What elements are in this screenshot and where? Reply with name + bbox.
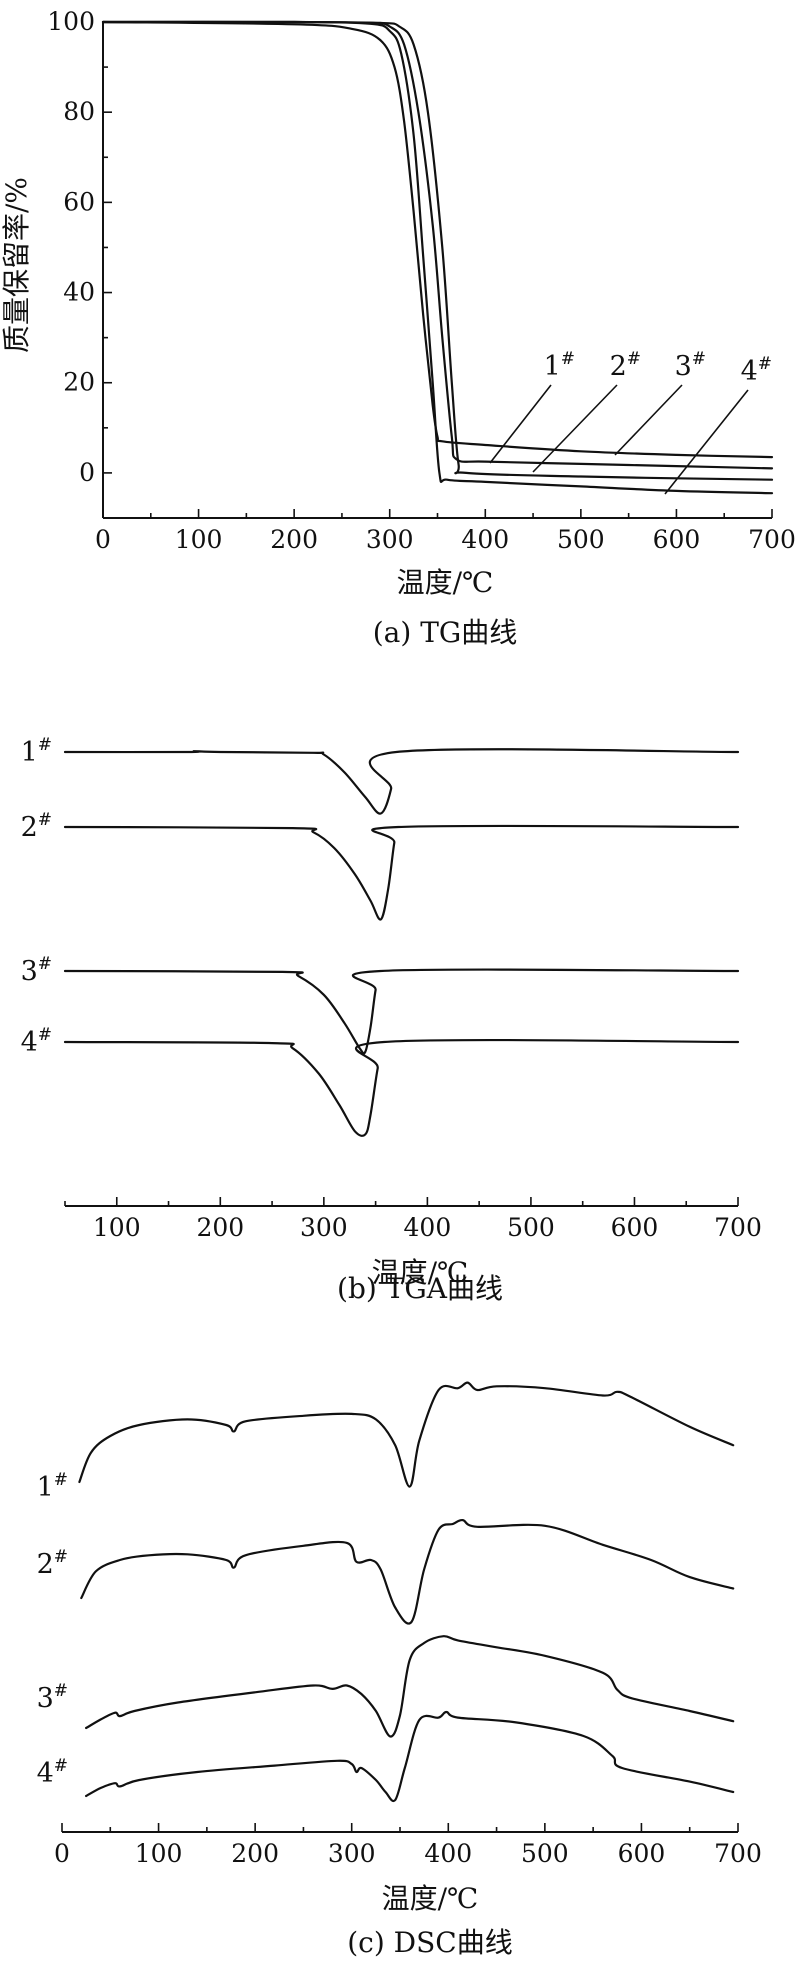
tga-series-label-1: 1# (21, 735, 52, 768)
tg-x-tick-label: 600 (653, 525, 701, 554)
tg-caption: (a) TG曲线 (373, 616, 518, 649)
tg-x-axis-label: 温度/℃ (397, 566, 494, 599)
tg-x-tick-label: 700 (748, 525, 796, 554)
tga-caption: (b) TGA曲线 (337, 1272, 503, 1305)
tga-series-1-line (63, 748, 740, 815)
tga-series-label-3: 3# (21, 954, 52, 987)
dsc-series-1-line (78, 1381, 735, 1488)
tg-y-axis-label: 质量保留率/% (0, 177, 33, 353)
dsc-series-4-line (85, 1710, 735, 1803)
tg-series-label-2: 2# (610, 349, 641, 382)
tg-y-tick-label: 40 (63, 278, 95, 307)
tg-label-leader-1 (489, 384, 552, 464)
dsc-chart: 0 100 200 300 400 500 600 700 1# 2# 3# 4# 温度/℃ (c)… (37, 1381, 762, 1959)
tga-series-4-line (63, 1038, 740, 1137)
tg-y-tick-label: 0 (79, 458, 95, 487)
tg-series-2-line (101, 20, 774, 470)
tga-chart-panel: 100 200 300 400 500 600 700 1# 2# 3# 4# 温度/℃ (b) … (0, 660, 800, 1310)
tga-x-tick-label: 100 (93, 1213, 141, 1242)
tga-x-tick-label: 300 (300, 1213, 348, 1242)
tg-series-label-1: 1# (544, 349, 575, 382)
tg-x-tick-label: 0 (95, 525, 111, 554)
dsc-series-label-2: 2# (37, 1547, 68, 1580)
dsc-x-tick-label: 700 (714, 1839, 762, 1868)
tg-series-1-line (101, 20, 774, 459)
tga-x-tick-label: 700 (714, 1213, 762, 1242)
dsc-chart-panel: 0 100 200 300 400 500 600 700 1# 2# 3# 4# 温度/℃ (c)… (0, 1310, 800, 1963)
tg-series-label-3: 3# (675, 349, 706, 382)
tg-y-tick-label: 60 (63, 187, 95, 216)
tg-series-label-4: 4# (741, 354, 772, 387)
dsc-x-tick-label: 400 (424, 1839, 472, 1868)
dsc-x-tick-label: 300 (328, 1839, 376, 1868)
tga-series-3-line (63, 968, 740, 1055)
dsc-x-tick-label: 200 (231, 1839, 279, 1868)
dsc-x-tick-label: 0 (54, 1839, 70, 1868)
tga-series-2-line (63, 824, 740, 921)
dsc-series-label-1: 1# (37, 1470, 68, 1503)
tg-chart: 0 100 200 300 400 500 600 700 0 20 40 60 80 100 1# 2# 3… (0, 7, 796, 649)
tg-label-leader-4 (664, 389, 749, 495)
tga-chart: 100 200 300 400 500 600 700 1# 2# 3# 4# 温度/℃ (b) … (21, 735, 762, 1305)
tg-y-tick-label: 80 (63, 97, 95, 126)
tga-series-label-4: 4# (21, 1025, 52, 1058)
tg-x-tick-label: 400 (461, 525, 509, 554)
dsc-series-2-line (80, 1518, 735, 1625)
dsc-series-3-line (85, 1635, 735, 1738)
tga-x-axis-label: 温度/℃ (372, 1256, 469, 1289)
tga-x-tick-label: 400 (404, 1213, 452, 1242)
tga-x-tick-label: 600 (611, 1213, 659, 1242)
tg-series-3-line (101, 20, 774, 481)
dsc-x-axis-label: 温度/℃ (382, 1882, 479, 1915)
tg-label-leader-3 (614, 384, 683, 456)
tg-x-tick-label: 500 (557, 525, 605, 554)
dsc-x-tick-label: 600 (618, 1839, 666, 1868)
tg-y-tick-label: 20 (63, 368, 95, 397)
tg-label-leader-2 (532, 384, 618, 473)
dsc-series-label-3: 3# (37, 1681, 68, 1714)
tg-y-tick-label: 100 (47, 7, 95, 36)
dsc-x-tick-label: 500 (521, 1839, 569, 1868)
tg-x-tick-label: 100 (175, 525, 223, 554)
dsc-series-label-4: 4# (37, 1756, 68, 1789)
tga-x-tick-label: 500 (507, 1213, 555, 1242)
tga-x-tick-label: 200 (196, 1213, 244, 1242)
tg-chart-panel: 0 100 200 300 400 500 600 700 0 20 40 60 80 100 1# 2# 3… (0, 0, 800, 660)
tg-x-tick-label: 200 (270, 525, 318, 554)
tga-series-label-2: 2# (21, 810, 52, 843)
tg-x-tick-label: 300 (366, 525, 414, 554)
dsc-x-tick-label: 100 (135, 1839, 183, 1868)
dsc-caption: (c) DSC曲线 (347, 1926, 513, 1959)
tg-series-4-line (101, 20, 774, 495)
